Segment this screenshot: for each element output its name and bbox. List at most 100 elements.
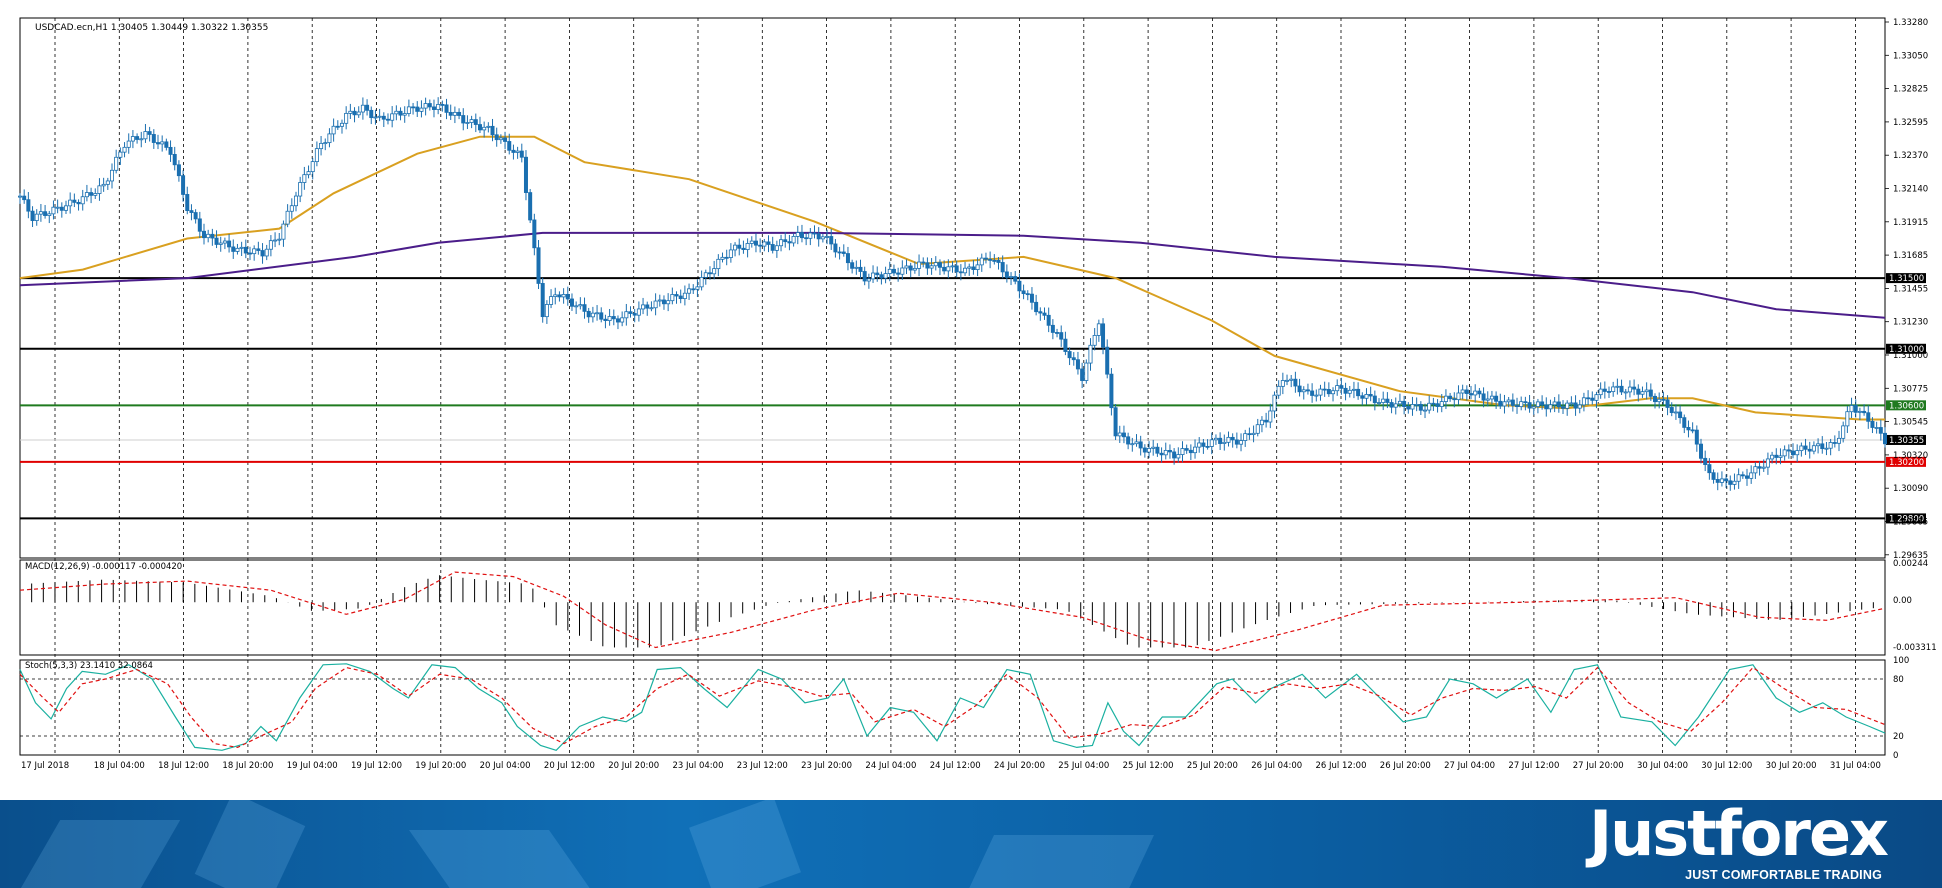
candle-body [227, 240, 232, 248]
candle [1285, 374, 1290, 386]
candle-body [1832, 442, 1837, 444]
candle-body [17, 195, 22, 198]
candle-body [1627, 386, 1632, 393]
candle-body [975, 264, 980, 270]
candle-body [1101, 323, 1106, 348]
candle-body [816, 233, 821, 240]
brand-logo[interactable]: Justforex [1589, 800, 1889, 870]
candle [1009, 272, 1014, 286]
candle-body [712, 268, 717, 275]
candle [1423, 403, 1428, 419]
candle [126, 133, 131, 154]
candle-body [762, 241, 767, 247]
candle [486, 122, 491, 133]
candle-body [645, 304, 650, 309]
candle [783, 232, 788, 248]
candle [1828, 438, 1833, 456]
candle [1209, 432, 1214, 455]
candle [118, 147, 123, 165]
candle [703, 269, 708, 285]
candle-body [929, 265, 934, 269]
candle-body [1397, 400, 1402, 405]
candle-body [431, 106, 436, 110]
candle [1824, 441, 1829, 456]
x-tick-label: 27 Jul 20:00 [1573, 761, 1624, 771]
candle-body [950, 265, 955, 268]
candle [1481, 387, 1486, 408]
candle [1678, 405, 1683, 424]
candle-body [1811, 445, 1816, 452]
candle-body [963, 267, 968, 274]
candle [1866, 405, 1871, 429]
candle [850, 259, 855, 274]
candle-body [1770, 454, 1775, 460]
candle-body [1193, 446, 1198, 454]
candle-body [904, 265, 909, 269]
candle-body [1025, 293, 1030, 296]
candle [866, 273, 871, 289]
candle [749, 236, 754, 248]
candle-body [1736, 474, 1741, 482]
candle-body [1004, 271, 1009, 278]
candle-body [699, 277, 704, 288]
candle-body [1364, 394, 1369, 399]
candle [427, 99, 432, 111]
candle-body [461, 115, 466, 124]
candle-body [687, 288, 692, 294]
candle [1548, 399, 1553, 413]
candle-body [745, 243, 750, 251]
candle-body [1050, 324, 1055, 333]
candle [143, 123, 148, 143]
candle [1673, 404, 1678, 420]
candle-body [603, 318, 608, 321]
candle-body [1498, 400, 1503, 407]
candle [243, 239, 248, 259]
candle [891, 264, 896, 277]
candle-body [1239, 440, 1244, 445]
candle [231, 239, 236, 259]
candle-body [1464, 389, 1469, 394]
candle-body [1423, 409, 1428, 412]
candle-body [1565, 402, 1570, 409]
candle [917, 254, 922, 277]
level-price-label: 1.30600 [1889, 401, 1924, 411]
x-tick-label: 26 Jul 20:00 [1380, 761, 1431, 771]
candle [590, 306, 595, 323]
candle-body [912, 267, 917, 271]
candle [59, 202, 64, 218]
x-tick-label: 23 Jul 04:00 [673, 761, 724, 771]
candle-body [1569, 402, 1574, 405]
candle [1356, 382, 1361, 400]
candle [607, 308, 612, 326]
candle-body [946, 266, 951, 272]
candle-body [866, 278, 871, 282]
candle [1251, 425, 1256, 443]
candle [1469, 385, 1474, 400]
y-tick-label: 1.31685 [1893, 251, 1928, 261]
candle-body [197, 218, 202, 232]
candle-body [1410, 404, 1415, 410]
candle [1786, 444, 1791, 459]
candle-body [260, 250, 265, 257]
candle [728, 243, 733, 263]
candle [745, 238, 750, 258]
candle-body [1540, 401, 1545, 406]
candle [557, 291, 562, 302]
macd-y-tick: -0.003311 [1893, 643, 1937, 653]
candle [214, 230, 219, 249]
candle-body [1322, 388, 1327, 391]
candle [1799, 442, 1804, 457]
moving-average-line [19, 231, 1886, 319]
candle [239, 241, 244, 257]
candle-body [440, 104, 445, 106]
candle [979, 253, 984, 272]
candle-body [883, 273, 888, 279]
candle [900, 260, 905, 280]
candle [816, 227, 821, 247]
candle [1849, 397, 1854, 419]
candle-body [1251, 432, 1256, 436]
candle-body [628, 311, 633, 314]
candle-body [1648, 389, 1653, 397]
candle [1272, 391, 1277, 419]
level-price-label: 1.30355 [1889, 436, 1924, 446]
